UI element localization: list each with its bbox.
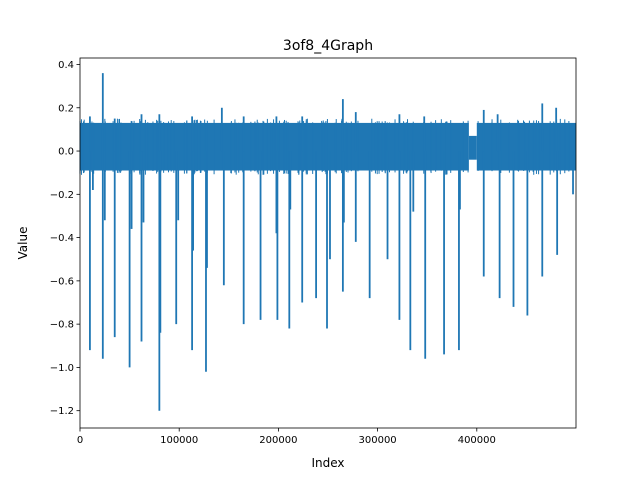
y-axis-ticks: −1.2 −1.0 −0.8 −0.6 −0.4 −0.2 0.0 0.2 0.4 — [50, 60, 80, 417]
y-tick-label: −0.2 — [50, 190, 74, 201]
signal-texture — [79, 118, 570, 175]
signal-band-right — [476, 122, 576, 171]
chart-title: 3of8_4Graph — [283, 38, 373, 54]
positive-spikes — [89, 73, 558, 152]
y-axis-label: Value — [16, 227, 30, 260]
signal-band-dip — [468, 135, 477, 160]
negative-spikes — [89, 151, 574, 411]
x-axis-ticks: 0 100000 200000 300000 400000 — [77, 428, 496, 446]
y-tick-label: −0.6 — [50, 276, 74, 287]
x-axis-label: Index — [311, 456, 344, 470]
y-tick-label: −0.4 — [50, 233, 74, 244]
y-tick-label: 0.0 — [58, 147, 74, 158]
y-tick-label: 0.4 — [58, 60, 74, 71]
x-tick-label: 400000 — [458, 435, 496, 446]
plot-content — [79, 73, 576, 411]
plot-frame — [79, 57, 577, 429]
y-tick-label: −0.8 — [50, 320, 74, 331]
x-tick-label: 200000 — [259, 435, 297, 446]
x-tick-label: 100000 — [160, 435, 198, 446]
x-tick-label: 0 — [77, 435, 83, 446]
y-tick-label: 0.2 — [58, 103, 74, 114]
y-tick-label: −1.0 — [50, 363, 74, 374]
x-tick-label: 300000 — [359, 435, 397, 446]
y-tick-label: −1.2 — [50, 406, 74, 417]
